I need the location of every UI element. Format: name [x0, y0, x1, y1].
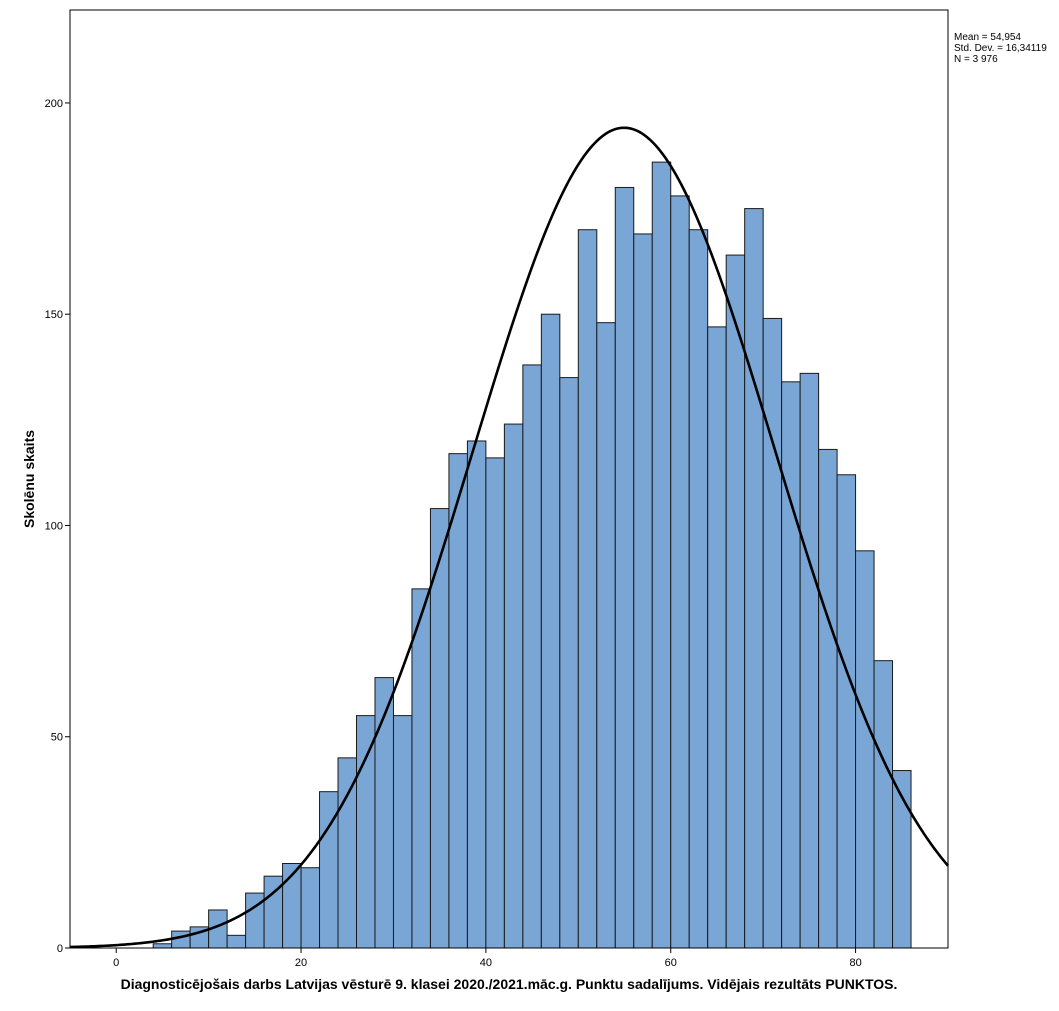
histogram-bar [744, 208, 764, 949]
histogram-bar [614, 186, 635, 949]
x-tick-label: 80 [849, 957, 861, 969]
histogram-bar [855, 550, 875, 949]
histogram-bar [226, 934, 247, 949]
histogram-bar [688, 229, 709, 949]
x-axis: 0 20 40 60 80 [113, 948, 862, 969]
x-tick-label: 60 [665, 957, 677, 969]
x-tick-label: 40 [480, 957, 492, 969]
histogram-bar [873, 660, 894, 949]
histogram-bar [707, 326, 727, 949]
y-axis: 0 50 100 150 200 [45, 98, 70, 955]
y-tick-label: 50 [51, 732, 63, 744]
y-axis-title: Skolēnu skaits [21, 430, 37, 528]
histogram-bar [781, 381, 801, 949]
histogram-bar [596, 322, 616, 949]
stats-std-dev: Std. Dev. = 16,34119 [954, 43, 1047, 54]
histogram-bar [429, 508, 450, 949]
histogram-bar [411, 588, 431, 949]
x-axis-title: Diagnosticējošais darbs Latvijas vēsturē… [121, 976, 898, 992]
histogram-bar [448, 453, 468, 949]
histogram-bar [300, 867, 321, 949]
histogram-bar [540, 313, 561, 949]
histogram-bar [577, 229, 598, 949]
normal-curve [69, 126, 949, 949]
bars-layer [152, 161, 912, 949]
histogram-bar [836, 474, 857, 949]
histogram-bar [392, 715, 413, 949]
stats-n: N = 3 976 [954, 54, 998, 65]
plot-frame [69, 9, 949, 949]
stats-mean: Mean = 54,954 [954, 32, 1021, 43]
histogram-bar [818, 448, 838, 949]
y-tick-label: 100 [45, 520, 63, 532]
x-tick-label: 20 [295, 957, 307, 969]
y-tick-label: 0 [57, 943, 63, 955]
y-tick-label: 150 [45, 309, 63, 321]
histogram-bar [762, 317, 783, 949]
y-tick-label: 200 [45, 98, 63, 110]
histogram-bar [651, 161, 672, 949]
histogram-bar [670, 195, 690, 949]
histogram-bar [503, 423, 524, 949]
histogram-bar [559, 377, 579, 949]
histogram-bar [799, 372, 820, 949]
histogram-bar [522, 364, 542, 949]
histogram-bar [485, 457, 505, 949]
x-tick-label: 0 [113, 957, 119, 969]
histogram-bar [152, 943, 173, 949]
histogram-bar [337, 757, 357, 949]
histogram-bar [356, 715, 376, 949]
histogram-bar [633, 233, 653, 949]
histogram-bar [725, 254, 746, 949]
histogram-bar [466, 440, 487, 949]
